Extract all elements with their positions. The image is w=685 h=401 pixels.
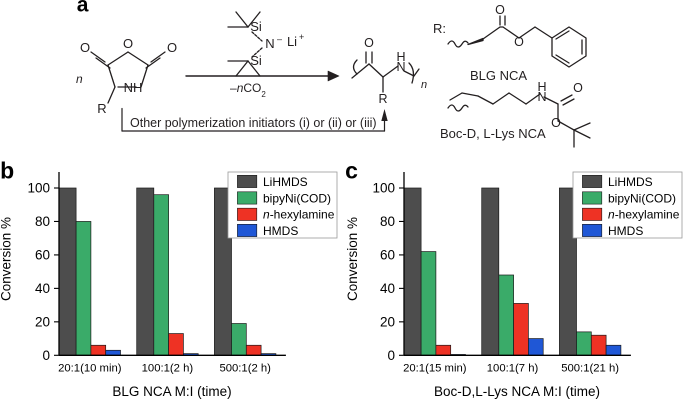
svg-text:40: 40 — [380, 281, 395, 296]
svg-text:n-hexylamine: n-hexylamine — [263, 208, 335, 222]
svg-text:BLG NCA M:I (time): BLG NCA M:I (time) — [112, 384, 231, 399]
svg-text:20:1(15 min): 20:1(15 min) — [403, 362, 467, 374]
svg-text:n-hexylamine: n-hexylamine — [608, 208, 680, 222]
svg-text:Boc-D,L-Lys NCA M:I (time): Boc-D,L-Lys NCA M:I (time) — [434, 384, 600, 399]
svg-text:LiHMDS: LiHMDS — [263, 175, 308, 189]
svg-text:20:1(10 min): 20:1(10 min) — [58, 362, 122, 374]
svg-text:100:1(7 h): 100:1(7 h) — [487, 362, 539, 374]
svg-text:500:1(2 h): 500:1(2 h) — [219, 362, 271, 374]
svg-text:40: 40 — [35, 281, 50, 296]
svg-text:500:1(21 h): 500:1(21 h) — [561, 362, 619, 374]
svg-text:20: 20 — [35, 314, 50, 329]
svg-text:100: 100 — [372, 181, 395, 196]
svg-text:LiHMDS: LiHMDS — [608, 175, 653, 189]
svg-text:Conversion %: Conversion % — [345, 217, 360, 301]
svg-text:0: 0 — [387, 348, 395, 363]
svg-text:HMDS: HMDS — [608, 224, 643, 238]
svg-text:bipyNi(COD): bipyNi(COD) — [608, 191, 676, 205]
svg-text:b: b — [0, 158, 14, 184]
svg-text:100: 100 — [27, 181, 50, 196]
svg-text:c: c — [345, 158, 358, 184]
svg-text:20: 20 — [380, 314, 395, 329]
svg-text:HMDS: HMDS — [263, 224, 298, 238]
svg-text:Conversion %: Conversion % — [0, 217, 14, 301]
svg-text:60: 60 — [380, 247, 395, 262]
svg-text:0: 0 — [42, 348, 50, 363]
svg-text:60: 60 — [35, 247, 50, 262]
svg-text:100:1(2 h): 100:1(2 h) — [142, 362, 194, 374]
svg-text:80: 80 — [35, 214, 50, 229]
svg-text:80: 80 — [380, 214, 395, 229]
svg-text:bipyNi(COD): bipyNi(COD) — [263, 191, 331, 205]
